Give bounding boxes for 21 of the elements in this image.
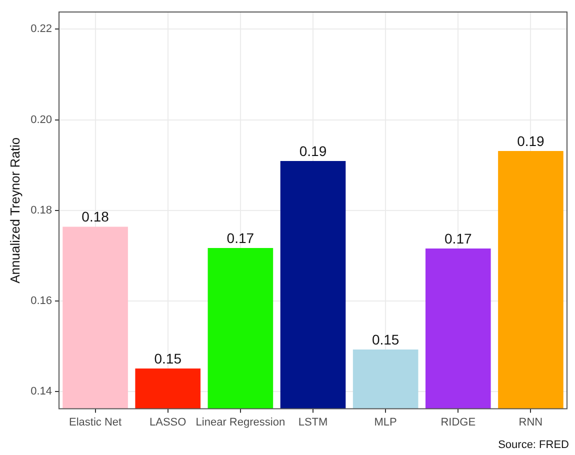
y-tick-label: 0.16 xyxy=(30,295,52,308)
y-tick-label: 0.18 xyxy=(30,204,52,216)
x-tick-label: RNN xyxy=(518,416,543,428)
data-label: 0.18 xyxy=(82,208,110,225)
x-tick-label: LSTM xyxy=(298,416,328,428)
source-note: Source: FRED xyxy=(498,439,569,451)
data-label: 0.17 xyxy=(444,230,472,246)
y-axis-title: Annualized Treynor Ratio xyxy=(7,137,22,284)
y-tick-label: 0.20 xyxy=(30,114,52,126)
data-label: 0.15 xyxy=(372,331,400,348)
y-tick-label: 0.22 xyxy=(30,23,52,36)
x-tick-label: Elastic Net xyxy=(69,416,122,428)
data-label: 0.19 xyxy=(299,142,327,159)
data-label: 0.15 xyxy=(154,350,182,366)
x-tick-label: MLP xyxy=(374,416,397,428)
data-label: 0.19 xyxy=(517,132,545,149)
y-tick-label: 0.14 xyxy=(30,386,52,398)
x-tick-label: Linear Regression xyxy=(196,416,286,428)
x-tick-label: LASSO xyxy=(150,416,187,428)
data-label: 0.17 xyxy=(226,230,254,246)
x-tick-label: RIDGE xyxy=(440,416,476,428)
